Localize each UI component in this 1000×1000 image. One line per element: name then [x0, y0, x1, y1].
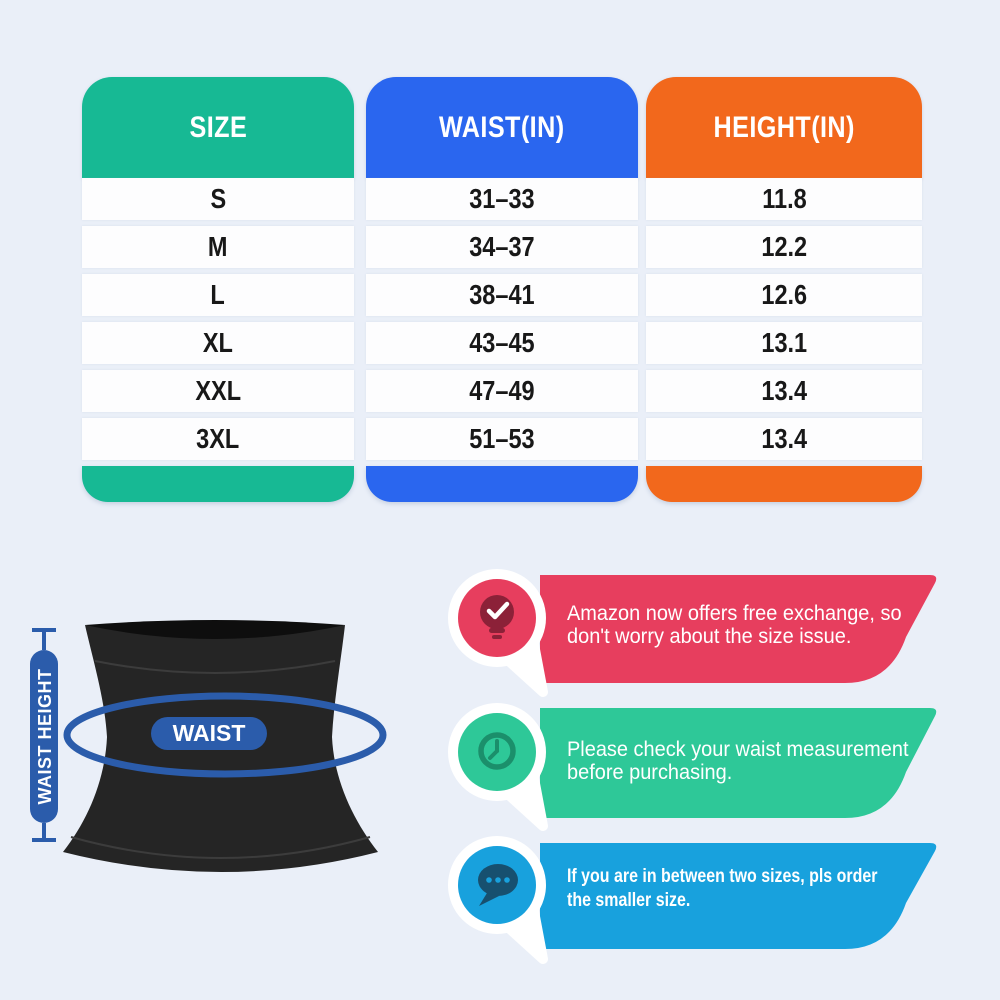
note-exchange: Amazon now offers free exchange, so don'…: [567, 602, 937, 648]
height-column-header-label: HEIGHT(IN): [713, 110, 855, 144]
size-cell: L: [82, 274, 354, 316]
size-chart-column-height: HEIGHT(IN) 11.8 12.2 12.6 13.1 13.4 13.4: [646, 77, 922, 502]
bottom-seam-line: [70, 836, 371, 859]
note-measure: Please check your waist measurement befo…: [567, 738, 937, 784]
height-cell: 11.8: [646, 178, 922, 220]
waist-column-header: WAIST(IN): [366, 77, 638, 178]
height-cell: 13.4: [646, 370, 922, 412]
waist-height-pill: [30, 650, 58, 823]
note-line: don't worry about the size issue.: [567, 625, 852, 648]
waist-height-measure: [32, 628, 56, 842]
note-line: Please check your waist measurement: [567, 738, 909, 761]
note-between-sizes: If you are in between two sizes, pls ord…: [567, 865, 937, 913]
note-line: If you are in between two sizes, pls ord…: [567, 866, 878, 887]
size-cell: XL: [82, 322, 354, 364]
note-badge-measure: [448, 703, 548, 831]
chat-dots-icon: [478, 864, 518, 906]
waist-cell: 31–33: [366, 178, 638, 220]
waist-cell: 43–45: [366, 322, 638, 364]
size-cell: M: [82, 226, 354, 268]
waist-label-pill: [151, 717, 267, 750]
lightbulb-check-icon: [480, 595, 514, 639]
waist-cell: 38–41: [366, 274, 638, 316]
waist-cell: 47–49: [366, 370, 638, 412]
waist-height-label: WAIST HEIGHT: [35, 669, 55, 805]
size-cell: XXL: [82, 370, 354, 412]
size-column-header-label: SIZE: [189, 110, 247, 144]
note-line: the smaller size.: [567, 890, 691, 911]
height-cell: 12.6: [646, 274, 922, 316]
height-cell: 13.4: [646, 418, 922, 460]
size-chart-column-waist: WAIST(IN) 31–33 34–37 38–41 43–45 47–49 …: [366, 77, 638, 502]
size-column-footer: [82, 466, 354, 502]
size-cell: S: [82, 178, 354, 220]
size-chart-column-size: SIZE S M L XL XXL 3XL: [82, 77, 354, 502]
height-column-header: HEIGHT(IN): [646, 77, 922, 178]
waist-trainer-illustration: WAIST WAIST HEIGHT: [30, 620, 387, 872]
waist-measure-ellipse: [63, 692, 387, 778]
height-cell: 13.1: [646, 322, 922, 364]
clock-icon: [478, 732, 516, 770]
note-ribbon-exchange: [540, 575, 937, 683]
waist-trainer-opening: [85, 620, 345, 639]
note-badge-exchange: [448, 569, 548, 697]
note-ribbon-between-sizes: [540, 843, 937, 949]
waist-column-header-label: WAIST(IN): [439, 110, 565, 144]
note-ribbon-measure: [540, 708, 937, 818]
height-cell: 12.2: [646, 226, 922, 268]
size-column-header: SIZE: [82, 77, 354, 178]
height-column-footer: [646, 466, 922, 502]
waist-cell: 51–53: [366, 418, 638, 460]
note-badge-between-sizes: [448, 836, 548, 964]
waist-column-footer: [366, 466, 638, 502]
note-line: before purchasing.: [567, 761, 733, 784]
note-line: Amazon now offers free exchange, so: [567, 602, 902, 625]
waist-cell: 34–37: [366, 226, 638, 268]
top-seam-line: [94, 660, 336, 674]
waist-label: WAIST: [173, 720, 246, 746]
size-cell: 3XL: [82, 418, 354, 460]
